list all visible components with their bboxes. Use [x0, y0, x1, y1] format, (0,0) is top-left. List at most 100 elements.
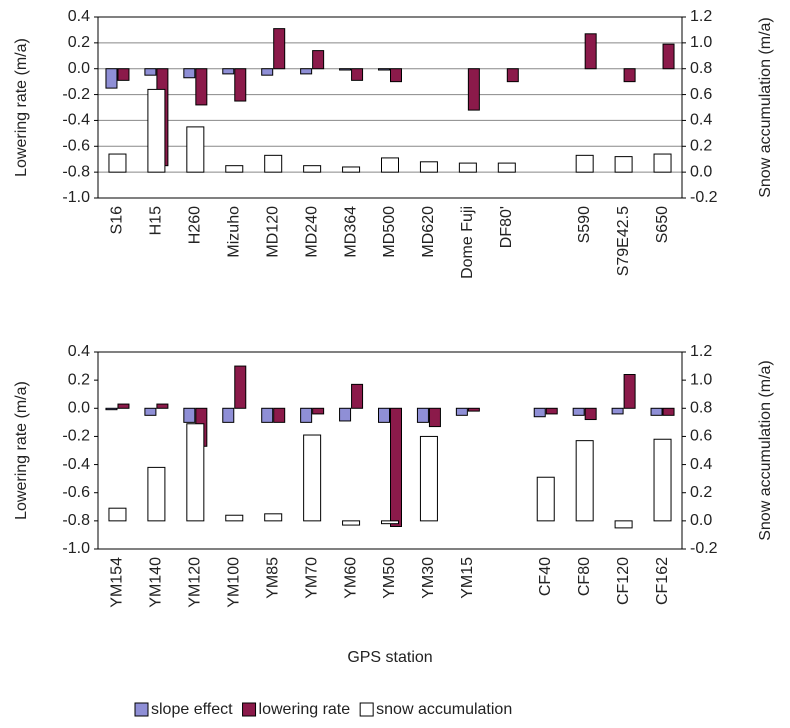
legend-swatch	[134, 702, 149, 717]
bar	[467, 68, 480, 111]
bar	[144, 68, 157, 76]
bar	[183, 407, 196, 423]
x-tick-label: YM70	[303, 557, 320, 599]
legend-label: lowering rate	[259, 701, 351, 718]
y2-tick-label: 0.4	[690, 112, 712, 129]
bar	[650, 407, 663, 416]
x-tick-label: MD240	[303, 206, 320, 258]
bar	[536, 476, 555, 522]
bar	[234, 365, 247, 409]
y-tick-label: 0.0	[68, 60, 90, 77]
y-axis-title: Lowering rate (m/a)	[13, 381, 30, 520]
y-tick-label: -0.4	[62, 112, 90, 129]
bar	[312, 50, 325, 70]
x-tick-label: S16	[109, 206, 126, 235]
x-axis-title: GPS station	[347, 649, 432, 666]
x-tick-label: MD500	[381, 206, 398, 258]
x-tick-label: CF162	[654, 557, 671, 605]
bar	[351, 383, 364, 409]
bar	[623, 374, 636, 409]
bar	[186, 126, 205, 173]
bar	[419, 435, 438, 522]
bar	[467, 407, 480, 412]
bar	[105, 68, 118, 89]
x-tick-label: DF80'	[498, 206, 515, 248]
bar	[506, 68, 519, 83]
y-tick-label: 0.2	[68, 371, 90, 388]
y-tick-label: -0.8	[62, 163, 90, 180]
bar	[261, 407, 274, 423]
x-tick-label: YM60	[342, 557, 359, 599]
y-tick-label: 0.2	[68, 34, 90, 51]
bar	[455, 407, 468, 416]
y-tick-label: 0.0	[68, 400, 90, 417]
x-tick-label: S79E42.5	[615, 206, 632, 276]
bar	[264, 513, 283, 522]
y2-tick-label: 0.6	[690, 428, 712, 445]
y2-tick-label: 0.2	[690, 484, 712, 501]
bar	[183, 68, 196, 79]
bar	[575, 154, 594, 173]
y2-tick-label: -0.2	[690, 189, 718, 206]
bar	[222, 68, 235, 75]
bar	[458, 162, 477, 173]
x-tick-label: Dome Fuji	[459, 206, 476, 279]
bar	[156, 403, 169, 409]
bar	[342, 520, 361, 526]
y-tick-label: 0.4	[68, 8, 90, 25]
x-tick-label: YM30	[420, 557, 437, 599]
bar	[584, 407, 597, 421]
y-tick-label: -0.6	[62, 138, 90, 155]
bar	[339, 407, 352, 422]
y2-tick-label: 0.0	[690, 512, 712, 529]
x-tick-label: H260	[187, 206, 204, 244]
bar	[653, 153, 672, 173]
bar	[381, 157, 399, 173]
x-tick-label: S650	[654, 206, 671, 243]
x-tick-label: YM154	[109, 557, 126, 608]
y2-tick-label: 0.4	[690, 456, 712, 473]
x-tick-label: YM100	[225, 557, 242, 608]
legend-swatch	[242, 702, 257, 717]
plot-frame	[97, 16, 683, 199]
bar	[234, 68, 247, 102]
x-tick-label: MD364	[342, 206, 359, 258]
bar	[225, 514, 244, 522]
bar	[117, 403, 130, 409]
bar	[533, 407, 546, 418]
bar	[147, 466, 166, 522]
bar	[390, 68, 402, 83]
y-tick-label: -0.8	[62, 512, 90, 529]
y-tick-label: -0.2	[62, 428, 90, 445]
bar	[572, 407, 585, 416]
y2-axis-title: Snow accumulation (m/a)	[757, 360, 774, 541]
x-tick-label: CF40	[537, 557, 554, 596]
bar	[147, 88, 166, 173]
y2-axis-title: Snow accumulation (m/a)	[757, 17, 774, 198]
x-tick-label: YM15	[459, 557, 476, 599]
legend-label: slope effect	[151, 701, 233, 718]
y-tick-label: -0.4	[62, 456, 90, 473]
bar	[117, 68, 130, 81]
bar	[261, 68, 274, 76]
bar	[378, 407, 390, 423]
bar	[575, 440, 594, 522]
bar	[419, 161, 438, 173]
bar	[614, 156, 633, 173]
bar	[105, 407, 118, 411]
bar	[186, 423, 205, 522]
bar	[378, 68, 390, 71]
bar	[611, 407, 624, 415]
y2-tick-label: 0.8	[690, 400, 712, 417]
x-tick-label: YM50	[381, 557, 398, 599]
y2-tick-label: 1.2	[690, 343, 712, 360]
y2-tick-label: 1.0	[690, 371, 712, 388]
x-tick-label: S590	[576, 206, 593, 243]
y-tick-label: -1.0	[62, 540, 90, 557]
bar	[584, 33, 597, 70]
x-tick-label: CF120	[615, 557, 632, 605]
bar	[381, 520, 399, 525]
bar	[300, 407, 313, 423]
bar	[614, 520, 633, 529]
y2-tick-label: 0.6	[690, 86, 712, 103]
